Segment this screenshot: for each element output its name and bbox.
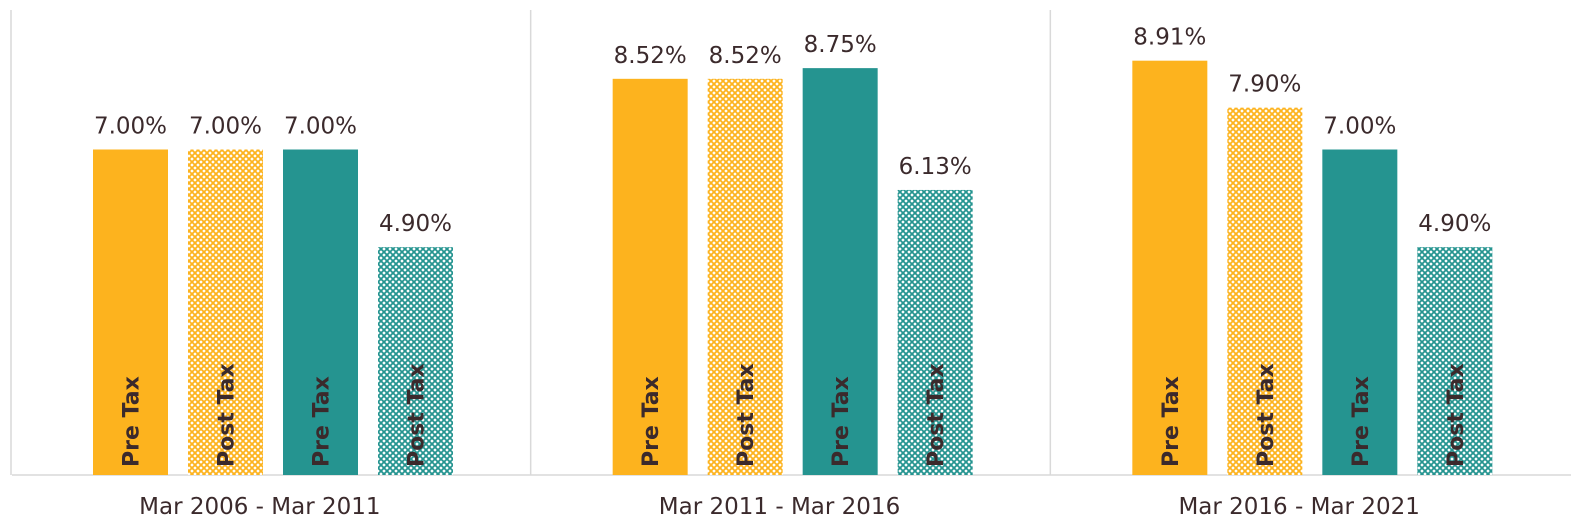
value-label: 8.52% [614, 43, 687, 69]
value-label: 7.00% [284, 114, 357, 140]
value-label: 7.00% [1323, 114, 1396, 140]
bar [188, 149, 263, 475]
x-tick-label: Mar 2016 - Mar 2021 [1178, 494, 1419, 520]
bar [283, 149, 358, 475]
value-label: 8.91% [1133, 25, 1206, 51]
bar [897, 189, 973, 475]
x-tick-label: Mar 2006 - Mar 2011 [139, 494, 380, 520]
bar [802, 68, 878, 475]
series-label: Post Tax [734, 363, 759, 467]
series-label: Pre Tax [120, 376, 145, 467]
value-label: 8.52% [709, 43, 782, 69]
series-label: Post Tax [405, 363, 430, 467]
bar [1417, 247, 1493, 475]
series-label: Pre Tax [310, 376, 335, 467]
bar [612, 78, 688, 475]
bar [1227, 107, 1303, 476]
bar [93, 149, 168, 475]
series-label: Pre Tax [1349, 376, 1374, 467]
bar [707, 78, 783, 475]
series-label: Post Tax [924, 363, 949, 467]
value-label: 8.75% [804, 32, 877, 58]
series-label: Post Tax [1254, 363, 1279, 467]
series-label: Pre Tax [639, 376, 664, 467]
series-label: Pre Tax [1159, 376, 1184, 467]
value-label: 7.00% [94, 114, 167, 140]
bar [1132, 60, 1208, 476]
value-label: 4.90% [1418, 211, 1491, 237]
series-label: Pre Tax [829, 376, 854, 467]
value-label: 4.90% [379, 211, 452, 237]
value-label: 7.90% [1228, 72, 1301, 98]
value-label: 6.13% [899, 154, 972, 180]
series-label: Post Tax [1444, 363, 1469, 467]
bar [378, 247, 453, 475]
bar [1322, 149, 1398, 475]
x-tick-label: Mar 2011 - Mar 2016 [659, 494, 900, 520]
series-label: Post Tax [215, 363, 240, 467]
value-label: 7.00% [189, 114, 262, 140]
